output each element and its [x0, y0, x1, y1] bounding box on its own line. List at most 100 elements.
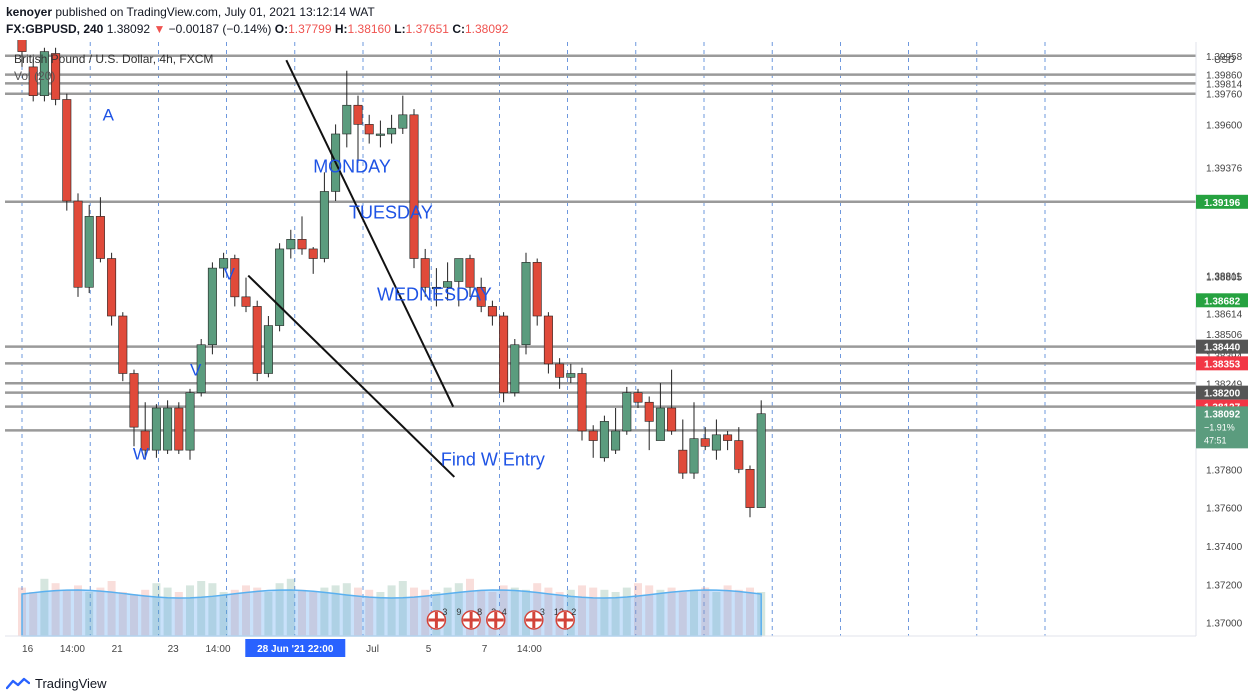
event-count: 3 [442, 607, 447, 617]
volume-bars [18, 578, 766, 637]
candle-body [364, 124, 374, 135]
candle-body [644, 401, 654, 422]
price-badge-label: 1.38682 [1204, 296, 1241, 307]
price-tick-label: 1.39958 [1206, 52, 1243, 63]
candle-body [17, 37, 27, 52]
low-label: L: [394, 22, 406, 36]
volume-bar [522, 589, 530, 636]
price-tick-label: 1.37800 [1206, 465, 1243, 476]
publish-line: kenoyer published on TradingView.com, Ju… [6, 5, 375, 19]
tradingview-logo[interactable]: TradingView [6, 676, 107, 691]
last-price: 1.38092 [106, 22, 151, 36]
candle-body [499, 315, 509, 393]
volume-bar [286, 578, 295, 636]
candle-body [745, 468, 755, 508]
candle-body [678, 449, 688, 474]
volume-bar [510, 587, 519, 636]
volume-bar [622, 587, 631, 636]
high-label: H: [334, 22, 348, 36]
price-tick-label: 1.39760 [1206, 90, 1243, 101]
candle-body [443, 281, 453, 288]
candle-body [420, 258, 430, 288]
open-label: O: [274, 22, 289, 36]
candle-body [577, 373, 587, 432]
candle-body [398, 114, 408, 129]
candle-body [118, 315, 128, 374]
candle-body [207, 267, 217, 346]
annotations: A V V W MONDAY TUESDAY WEDNESDAY Find W Entry [103, 106, 545, 470]
legend-title[interactable]: British Pound / U.S. Dollar, 4h, FXCM [14, 52, 214, 66]
candle-body [454, 258, 464, 282]
volume-bar [690, 589, 698, 636]
annotation-label: W [133, 445, 149, 464]
volume-bar [298, 589, 306, 636]
event-count-extra: 12 [554, 607, 564, 617]
candle-body [588, 430, 598, 441]
volume-bar [219, 592, 228, 636]
annotation-label: TUESDAY [349, 202, 433, 222]
close-label: C: [452, 22, 465, 36]
volume-bar [174, 592, 183, 636]
candle-body [700, 438, 710, 447]
volume-bar [208, 583, 217, 636]
candle-body [667, 407, 677, 432]
volume-bar [667, 587, 676, 636]
candle-body [107, 258, 117, 317]
candle-body [711, 434, 721, 451]
volume-bar [466, 578, 474, 636]
candle-body [510, 344, 520, 393]
last-price-badge-label: 1.38092 [1204, 409, 1241, 420]
legend: British Pound / U.S. Dollar, 4h, FXCM Vo… [14, 52, 213, 83]
price-tick-label: 1.37400 [1206, 542, 1243, 553]
price-badge-label: 1.38440 [1204, 343, 1241, 354]
price-tick-label: 1.38506 [1206, 330, 1243, 341]
time-tick-label: 7 [482, 644, 488, 655]
candle-body [84, 216, 94, 288]
annotation-label: A [103, 106, 115, 125]
volume-bar [645, 585, 654, 636]
candle-body [230, 258, 240, 298]
volume-bar [387, 585, 396, 636]
candle-body [387, 127, 397, 135]
time-tick-label: 5 [426, 644, 432, 655]
volume-bar [29, 592, 38, 636]
price-tick-label: 1.39600 [1206, 120, 1243, 131]
brand-name: TradingView [35, 676, 107, 691]
volume-bar [186, 585, 194, 636]
time-cursor-label: 28 Jun '21 22:00 [257, 644, 334, 655]
volume-bar [723, 585, 732, 636]
volume-bar [40, 578, 49, 636]
candle-body [73, 200, 83, 288]
price-badge [1196, 356, 1248, 371]
trend-lines [247, 59, 456, 478]
candle-body [286, 239, 296, 250]
candle-body [163, 407, 173, 451]
economic-events[interactable]: 398243122 [426, 607, 576, 630]
candle-body [297, 239, 307, 250]
event-count: 3 [540, 607, 545, 617]
currency-label: USD [1214, 55, 1235, 66]
annotation-label: Find W Entry [441, 449, 545, 469]
last-price-badge-label: −1.91% [1204, 422, 1235, 432]
volume-bar [634, 583, 642, 636]
low-value: 1.37651 [405, 22, 449, 36]
candle-body [465, 258, 475, 288]
price-badge-label: 1.38200 [1204, 389, 1241, 400]
volume-bar [130, 594, 138, 636]
volume-bar [197, 581, 206, 636]
volume-bar [533, 583, 542, 636]
candle-body [219, 258, 229, 269]
close-value: 1.38092 [464, 22, 509, 36]
candle-body [174, 407, 184, 451]
volume-bar [544, 587, 553, 636]
volume-label[interactable]: Vol (20) [14, 69, 56, 83]
candle-body [95, 216, 105, 259]
volume-bar [421, 589, 430, 636]
volume-ma [21, 589, 762, 637]
volume-bar [712, 592, 721, 636]
publisher-name[interactable]: kenoyer [6, 5, 53, 19]
volume-bar [578, 585, 586, 636]
